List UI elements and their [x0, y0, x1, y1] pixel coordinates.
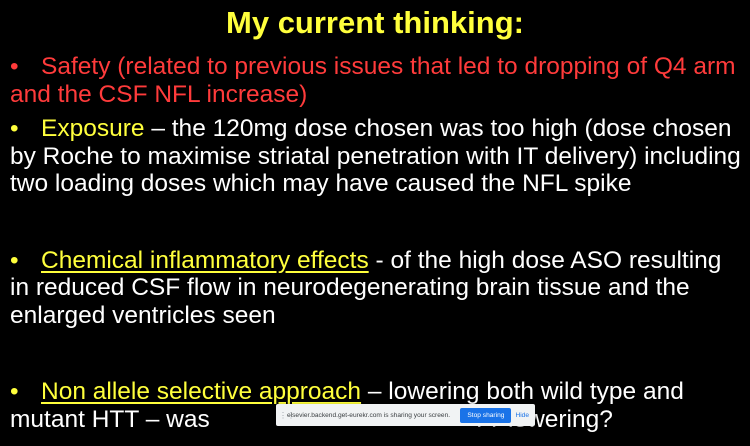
bullet-safety: • Safety (related to previous issues that…	[10, 53, 745, 108]
bullet-non-allele-heading: Non allele selective approach	[41, 378, 362, 405]
bullet-marker: •	[10, 378, 19, 405]
bullet-exposure: • Exposure – the 120mg dose chosen was to…	[10, 115, 745, 198]
drag-handle-icon[interactable]: ⋮⋮	[279, 410, 295, 420]
stop-sharing-button[interactable]: Stop sharing	[460, 407, 512, 423]
share-message: elsevier.backend.get-eurekr.com is shari…	[287, 411, 451, 419]
bullet-marker: •	[10, 246, 19, 274]
bullet-safety-text: Safety (related to previous issues that …	[10, 53, 736, 108]
bullet-marker: •	[10, 53, 19, 80]
bullet-non-allele-text: – lowering both wild type and mutant HTT…	[10, 378, 684, 433]
bullet-exposure-text: – the 120mg dose chosen was too high (do…	[10, 115, 741, 197]
bullet-inflammatory-heading: Chemical inflammatory effects	[41, 246, 369, 274]
bullet-marker: •	[10, 115, 19, 142]
screen-share-bar: ⋮⋮ elsevier.backend.get-eurekr.com is sh…	[276, 404, 535, 426]
slide-title: My current thinking:	[226, 5, 524, 40]
bullet-exposure-heading: Exposure	[41, 115, 145, 142]
hide-link[interactable]: Hide	[515, 411, 529, 419]
bullet-inflammatory-text: - of the high dose ASO resulting in redu…	[10, 246, 722, 329]
bullet-list: • Safety (related to previous issues that…	[10, 53, 745, 433]
bullet-non-allele: • Non allele selective approach – lowerin…	[10, 378, 745, 433]
bullet-inflammatory: • Chemical inflammatory effects - of the …	[10, 247, 745, 330]
